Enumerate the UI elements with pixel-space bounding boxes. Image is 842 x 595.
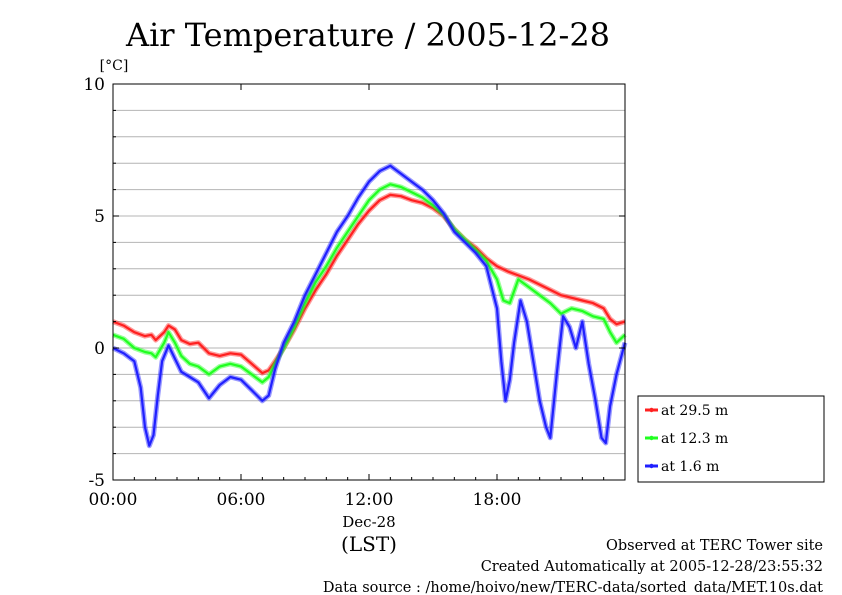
footer-created-timestamp: Created Automatically at 2005-12-28/23:5… (481, 559, 823, 575)
legend-swatch-marker (649, 407, 654, 413)
series-line-halo-1 (112, 192, 626, 376)
x-tick-label: 06:00 (217, 490, 266, 510)
legend-swatch-marker (649, 435, 654, 441)
y-axis-unit-label: [°C] (100, 58, 129, 74)
chart-title: Air Temperature / 2005-12-28 (125, 16, 610, 54)
footer-observed-site: Observed at TERC Tower site (606, 538, 823, 554)
x-axis-date-label: Dec-28 (342, 513, 395, 531)
data-series (111, 163, 628, 449)
legend-box (637, 395, 825, 483)
y-axis-ticks: 10 5 0 -5 (83, 75, 625, 491)
x-tick-label: 12:00 (345, 490, 394, 510)
x-axis-title: (LST) (341, 532, 397, 556)
y-tick-label: 0 (94, 339, 105, 359)
y-tick-label: -5 (88, 471, 105, 491)
x-tick-label: 00:00 (89, 490, 138, 510)
y-tick-label: 10 (83, 75, 105, 95)
grid-lines (113, 109, 625, 455)
footer-data-source: Data source : /home/hoivo/new/TERC-data/… (323, 580, 823, 595)
legend-label: at 1.6 m (661, 459, 719, 475)
legend-label: at 12.3 m (661, 431, 728, 447)
series-line-2 (112, 183, 626, 384)
plot-frame (112, 83, 626, 481)
x-axis-ticks: 00:00 06:00 12:00 18:00 (89, 84, 605, 510)
series-line-3 (112, 164, 627, 447)
legend-label: at 29.5 m (661, 403, 728, 419)
x-tick-label: 18:00 (473, 490, 522, 510)
series-line-1 (112, 193, 626, 375)
y-tick-label: 5 (94, 207, 105, 227)
legend-swatch-marker (649, 463, 654, 469)
legend: at 29.5 m at 12.3 m at 1.6 m (637, 395, 825, 483)
